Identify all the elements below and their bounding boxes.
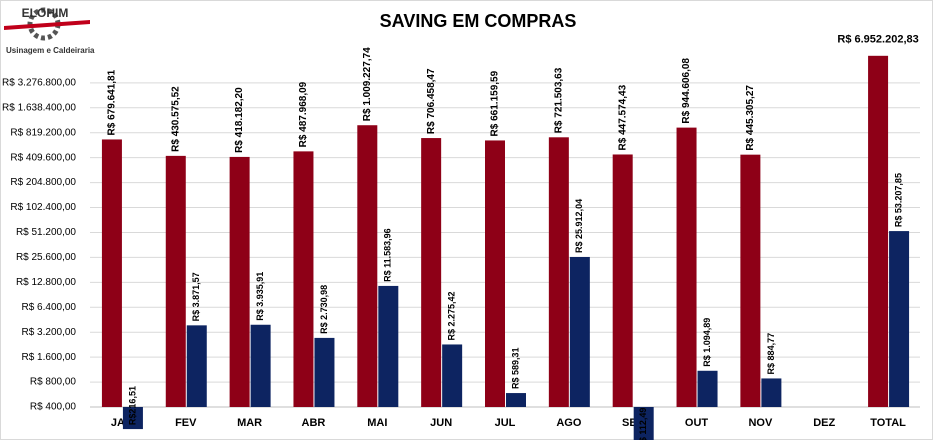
y-tick-label: R$ 1.638.400,00 [2,102,76,113]
bar [506,393,526,407]
bar [868,55,889,407]
bar [293,151,314,407]
value-label: R$216,51 [127,386,137,425]
value-label: R$ 706.458,47 [426,68,437,134]
bar [165,155,186,407]
value-label: R$ 11.583,96 [383,228,393,282]
x-tick-label: NOV [748,417,773,429]
y-tick-label: R$ 819.200,00 [10,127,76,138]
x-tick-label: JUL [495,417,516,429]
x-tick-label: OUT [685,417,709,429]
y-tick-label: R$ 409.600,00 [10,152,76,163]
bar [101,139,122,407]
bar [676,127,697,407]
value-label: R$ 2.275,42 [447,291,457,340]
bar [186,325,207,407]
y-tick-label: R$ 51.200,00 [16,227,76,238]
y-tick-label: R$ 12.800,00 [16,277,76,288]
logo-title: ELOHIM [22,6,69,20]
value-label: R$ 25.912,04 [574,199,584,253]
value-label: R$ 661.159,59 [490,70,501,136]
chart-title: SAVING EM COMPRAS [380,11,577,31]
bar [421,138,442,407]
bar [740,154,761,407]
y-tick-label: R$ 6.400,00 [22,302,77,313]
value-label: R$ 1.094,89 [702,318,712,367]
x-tick-label: TOTAL [870,417,906,429]
value-label: R$ 884,77 [766,333,776,375]
y-tick-label: R$ 102.400,00 [10,202,76,213]
x-tick-label: JUN [430,417,452,429]
value-label: R$ 6.952.202,83 [837,34,918,46]
value-label: R$ 53.207,85 [893,173,903,227]
y-tick-label: R$ 25.600,00 [16,252,76,263]
y-tick-label: R$ 204.800,00 [10,177,76,188]
value-label: R$ 430.575,52 [170,86,181,152]
y-tick-label: R$ 3.200,00 [22,327,77,338]
bar [229,156,250,407]
bar [314,337,335,407]
y-tick-label: R$ 1.600,00 [22,352,77,363]
bar [569,256,590,407]
bar [761,378,782,407]
logo-swoosh [4,20,90,30]
bar [357,125,378,407]
value-label: R$ 487.968,09 [298,81,309,147]
bar [250,324,271,407]
bar [442,344,463,407]
bar [378,285,399,407]
x-tick-label: MAI [367,417,387,429]
value-label: R$ 944.606,08 [681,58,692,124]
value-label: R$ 589,31 [510,348,520,390]
x-tick-label: MAR [237,417,262,429]
x-tick-label: ABR [302,417,326,429]
bar [548,137,569,408]
bar [612,154,633,407]
value-label: R$ 2.730,98 [319,285,329,334]
bar [485,140,505,407]
y-tick-label: R$ 3.276.800,00 [2,78,76,89]
value-label: R$ 445.305,27 [745,85,756,151]
y-tick-label: R$ 400,00 [30,402,77,413]
logo-subtitle: Usinagem e Caldeiraria [6,46,95,55]
value-label: R$ 1.009.227,74 [362,47,373,121]
y-tick-label: R$ 800,00 [30,377,77,388]
value-label: R$ 112,49 [638,408,648,440]
value-label: R$ 3.871,57 [191,272,201,321]
bar [122,407,143,430]
x-tick-label: AGO [556,417,582,429]
bar [889,231,910,407]
bar [697,370,718,407]
value-label: R$ 3.935,91 [255,272,265,321]
value-label: R$ 679.641,81 [107,69,118,135]
x-tick-label: DEZ [813,417,835,429]
value-label: R$ 721.503,63 [553,67,564,133]
value-label: R$ 418.182,20 [234,87,245,153]
logo: ELOHIM Usinagem e Caldeiraria [4,6,95,55]
x-tick-label: FEV [175,417,197,429]
value-label: R$ 447.574,43 [617,84,628,150]
bar [633,407,654,440]
